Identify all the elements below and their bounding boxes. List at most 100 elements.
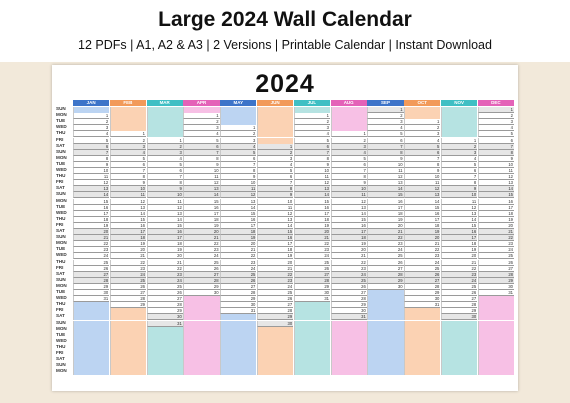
empty-cell [109,332,146,339]
empty-cell [146,357,183,364]
day-cell: 17 [367,204,404,211]
day-cell: 10 [257,198,294,205]
empty-cell [257,113,294,120]
day-cell: 20 [146,253,183,260]
empty-cell [330,369,367,376]
empty-cell [73,351,110,358]
day-label: SUN [56,362,66,368]
day-cell: 2 [220,131,257,138]
day-cell: 12 [330,198,367,205]
day-cell: 23 [257,277,294,284]
empty-cell [330,125,367,132]
day-cell: 5 [73,137,110,144]
empty-cell [477,357,514,364]
day-cell: 11 [441,198,478,205]
empty-cell [367,308,404,315]
empty-cell [441,113,478,120]
day-label: TUE [56,160,66,166]
day-cell: 19 [477,216,514,223]
day-cell: 5 [477,131,514,138]
day-cell: 31 [146,320,183,327]
day-cell: 14 [183,192,220,199]
empty-cell [109,125,146,132]
empty-cell [183,344,220,351]
day-cell: 18 [404,222,441,229]
day-label: FRI [56,307,64,313]
day-label: SAT [56,313,65,319]
day-cell: 7 [73,149,110,156]
day-cell: 29 [477,277,514,284]
day-cell: 18 [109,235,146,242]
month-header-aug: AUG [330,100,367,106]
day-cell: 1 [109,131,146,138]
day-cell: 4 [109,149,146,156]
day-cell: 2 [477,113,514,120]
day-cell: 5 [257,168,294,175]
month-header-sep: SEP [367,100,404,106]
empty-cell [109,320,146,327]
day-cell: 27 [404,277,441,284]
empty-cell [257,332,294,339]
day-cell: 5 [330,155,367,162]
day-cell: 20 [330,247,367,254]
day-label: WED [56,124,67,130]
empty-cell [183,363,220,370]
day-cell: 22 [441,265,478,272]
day-cell: 1 [257,143,294,150]
day-label: FRI [56,264,64,270]
day-cell: 15 [146,222,183,229]
day-label: TUE [56,331,66,337]
day-cell: 4 [183,131,220,138]
day-label: WED [56,209,67,215]
day-cell: 3 [293,125,330,132]
empty-cell [293,314,330,321]
day-label: FRI [56,179,64,185]
day-cell: 29 [367,277,404,284]
day-cell: 29 [330,302,367,309]
day-cell: 15 [441,222,478,229]
empty-cell [73,338,110,345]
day-cell: 26 [109,283,146,290]
empty-cell [109,344,146,351]
empty-cell [109,113,146,120]
day-cell: 30 [73,290,110,297]
day-cell: 8 [404,161,441,168]
day-cell: 28 [441,302,478,309]
day-cell: 19 [293,222,330,229]
empty-cell [477,338,514,345]
day-cell: 25 [109,277,146,284]
day-cell: 9 [73,161,110,168]
day-cell: 4 [367,125,404,132]
day-cell: 22 [367,235,404,242]
day-cell: 1 [330,131,367,138]
day-cell: 19 [220,235,257,242]
day-cell: 22 [404,247,441,254]
day-cell: 3 [367,119,404,126]
empty-cell [183,107,220,114]
day-label: MON [56,197,67,203]
day-cell: 13 [146,210,183,217]
empty-cell [109,351,146,358]
empty-cell [367,290,404,297]
day-cell: 23 [109,265,146,272]
month-header-nov: NOV [441,100,478,106]
day-cell: 1 [441,137,478,144]
day-label: THU [56,343,66,349]
empty-cell [183,351,220,358]
empty-cell [109,314,146,321]
day-cell: 3 [73,125,110,132]
day-cell: 17 [183,210,220,217]
day-cell: 16 [404,210,441,217]
day-cell: 3 [146,149,183,156]
empty-cell [441,320,478,327]
empty-cell [73,314,110,321]
day-cell: 26 [441,290,478,297]
day-cell: 15 [73,198,110,205]
day-cell: 29 [220,296,257,303]
empty-cell [73,308,110,315]
empty-cell [330,320,367,327]
day-cell: 28 [477,271,514,278]
empty-cell [477,320,514,327]
day-cell: 26 [330,283,367,290]
day-cell: 23 [146,271,183,278]
